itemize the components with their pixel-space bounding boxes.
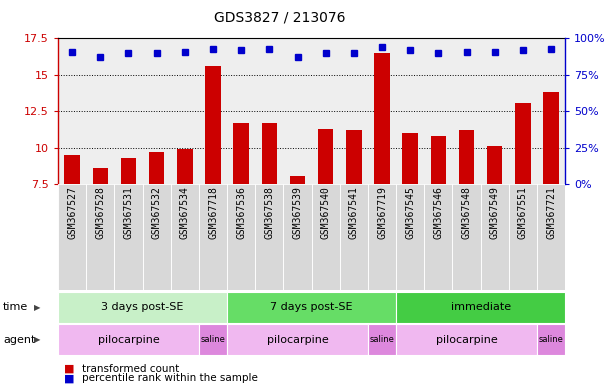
Text: ▶: ▶	[34, 335, 40, 344]
Bar	[205, 66, 221, 184]
Text: GSM367532: GSM367532	[152, 187, 162, 239]
Text: time: time	[3, 302, 28, 312]
Text: GSM367718: GSM367718	[208, 187, 218, 239]
Bar	[318, 129, 334, 184]
Bar	[177, 149, 192, 184]
Bar	[92, 168, 108, 184]
Text: 7 days post-SE: 7 days post-SE	[270, 302, 353, 312]
Text: GSM367546: GSM367546	[433, 187, 444, 239]
Bar	[481, 184, 509, 290]
Bar	[453, 184, 481, 290]
Text: GSM367541: GSM367541	[349, 187, 359, 239]
Bar	[58, 292, 227, 323]
Bar	[233, 123, 249, 184]
Text: pilocarpine: pilocarpine	[436, 335, 497, 345]
Bar	[284, 184, 312, 290]
Bar	[368, 324, 396, 355]
Bar	[121, 158, 136, 184]
Bar	[255, 184, 284, 290]
Bar	[199, 324, 227, 355]
Bar	[368, 184, 396, 290]
Bar	[396, 292, 565, 323]
Text: GSM367549: GSM367549	[490, 187, 500, 239]
Text: GSM367536: GSM367536	[236, 187, 246, 239]
Bar	[340, 184, 368, 290]
Bar	[58, 324, 199, 355]
Text: GSM367531: GSM367531	[123, 187, 133, 239]
Bar	[170, 184, 199, 290]
Text: pilocarpine: pilocarpine	[266, 335, 328, 345]
Bar	[290, 175, 306, 184]
Text: GSM367548: GSM367548	[461, 187, 472, 239]
Text: GSM367539: GSM367539	[293, 187, 302, 239]
Bar	[396, 184, 424, 290]
Bar	[537, 184, 565, 290]
Text: GSM367534: GSM367534	[180, 187, 190, 239]
Bar	[227, 184, 255, 290]
Text: GSM367719: GSM367719	[377, 187, 387, 239]
Bar	[262, 123, 277, 184]
Bar	[403, 133, 418, 184]
Text: ▶: ▶	[34, 303, 40, 312]
Text: 3 days post-SE: 3 days post-SE	[101, 302, 184, 312]
Bar	[199, 184, 227, 290]
Text: saline: saline	[200, 335, 225, 344]
Text: pilocarpine: pilocarpine	[98, 335, 159, 345]
Bar	[487, 146, 502, 184]
Text: immediate: immediate	[450, 302, 511, 312]
Bar	[509, 184, 537, 290]
Bar	[58, 184, 86, 290]
Bar	[543, 93, 559, 184]
Bar	[64, 155, 80, 184]
Text: GSM367721: GSM367721	[546, 187, 556, 239]
Bar	[142, 184, 170, 290]
Text: ■: ■	[64, 364, 75, 374]
Bar	[459, 130, 474, 184]
Bar	[149, 152, 164, 184]
Bar	[431, 136, 446, 184]
Text: GSM367527: GSM367527	[67, 187, 77, 239]
Text: GDS3827 / 213076: GDS3827 / 213076	[214, 10, 345, 24]
Text: GSM367538: GSM367538	[265, 187, 274, 239]
Bar	[227, 292, 396, 323]
Text: GSM367540: GSM367540	[321, 187, 331, 239]
Text: transformed count: transformed count	[82, 364, 180, 374]
Text: ■: ■	[64, 373, 75, 383]
Text: saline: saline	[539, 335, 563, 344]
Bar	[375, 53, 390, 184]
Bar	[424, 184, 453, 290]
Bar	[396, 324, 537, 355]
Bar	[227, 324, 368, 355]
Bar	[515, 103, 531, 184]
Bar	[346, 130, 362, 184]
Text: GSM367545: GSM367545	[405, 187, 415, 239]
Text: saline: saline	[370, 335, 395, 344]
Text: agent: agent	[3, 335, 35, 345]
Bar	[312, 184, 340, 290]
Bar	[114, 184, 142, 290]
Text: GSM367528: GSM367528	[95, 187, 105, 239]
Bar	[86, 184, 114, 290]
Bar	[537, 324, 565, 355]
Text: GSM367551: GSM367551	[518, 187, 528, 239]
Text: percentile rank within the sample: percentile rank within the sample	[82, 373, 258, 383]
